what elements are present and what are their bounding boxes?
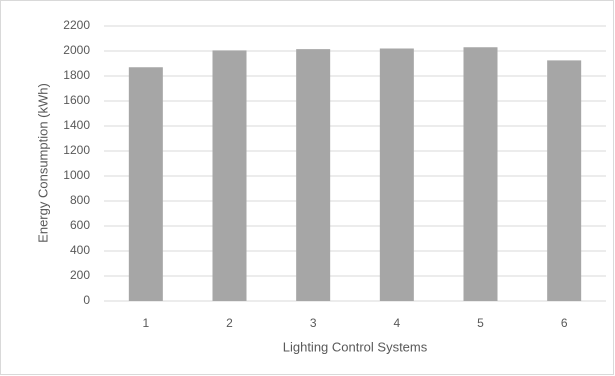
y-tick-label: 2000 (63, 43, 90, 57)
y-tick-label: 800 (70, 193, 90, 207)
bar (296, 49, 330, 301)
bar (129, 67, 163, 301)
y-tick-label: 600 (70, 218, 90, 232)
x-tick-label: 4 (393, 316, 400, 330)
bar (213, 50, 247, 301)
x-tick-label: 1 (142, 316, 149, 330)
y-tick-label: 400 (70, 243, 90, 257)
y-tick-label: 0 (83, 293, 90, 307)
x-tick-label: 2 (226, 316, 233, 330)
y-tick-label: 200 (70, 268, 90, 282)
x-tick-label: 3 (310, 316, 317, 330)
chart: Lighting Control Systems Energy Consumpt… (0, 0, 615, 376)
y-axis-title: Energy Consumption (kWh) (35, 83, 50, 243)
y-tick-label: 1400 (63, 118, 90, 132)
y-tick-label: 2200 (63, 18, 90, 32)
y-tick-label: 1800 (63, 68, 90, 82)
y-tick-label: 1200 (63, 143, 90, 157)
bar (464, 47, 498, 301)
x-axis-title: Lighting Control Systems (283, 339, 428, 354)
y-tick-label: 1000 (63, 168, 90, 182)
y-tick-label: 1600 (63, 93, 90, 107)
x-tick-label: 6 (561, 316, 568, 330)
bar (547, 60, 581, 301)
x-tick-label: 5 (477, 316, 484, 330)
bar (380, 49, 414, 302)
